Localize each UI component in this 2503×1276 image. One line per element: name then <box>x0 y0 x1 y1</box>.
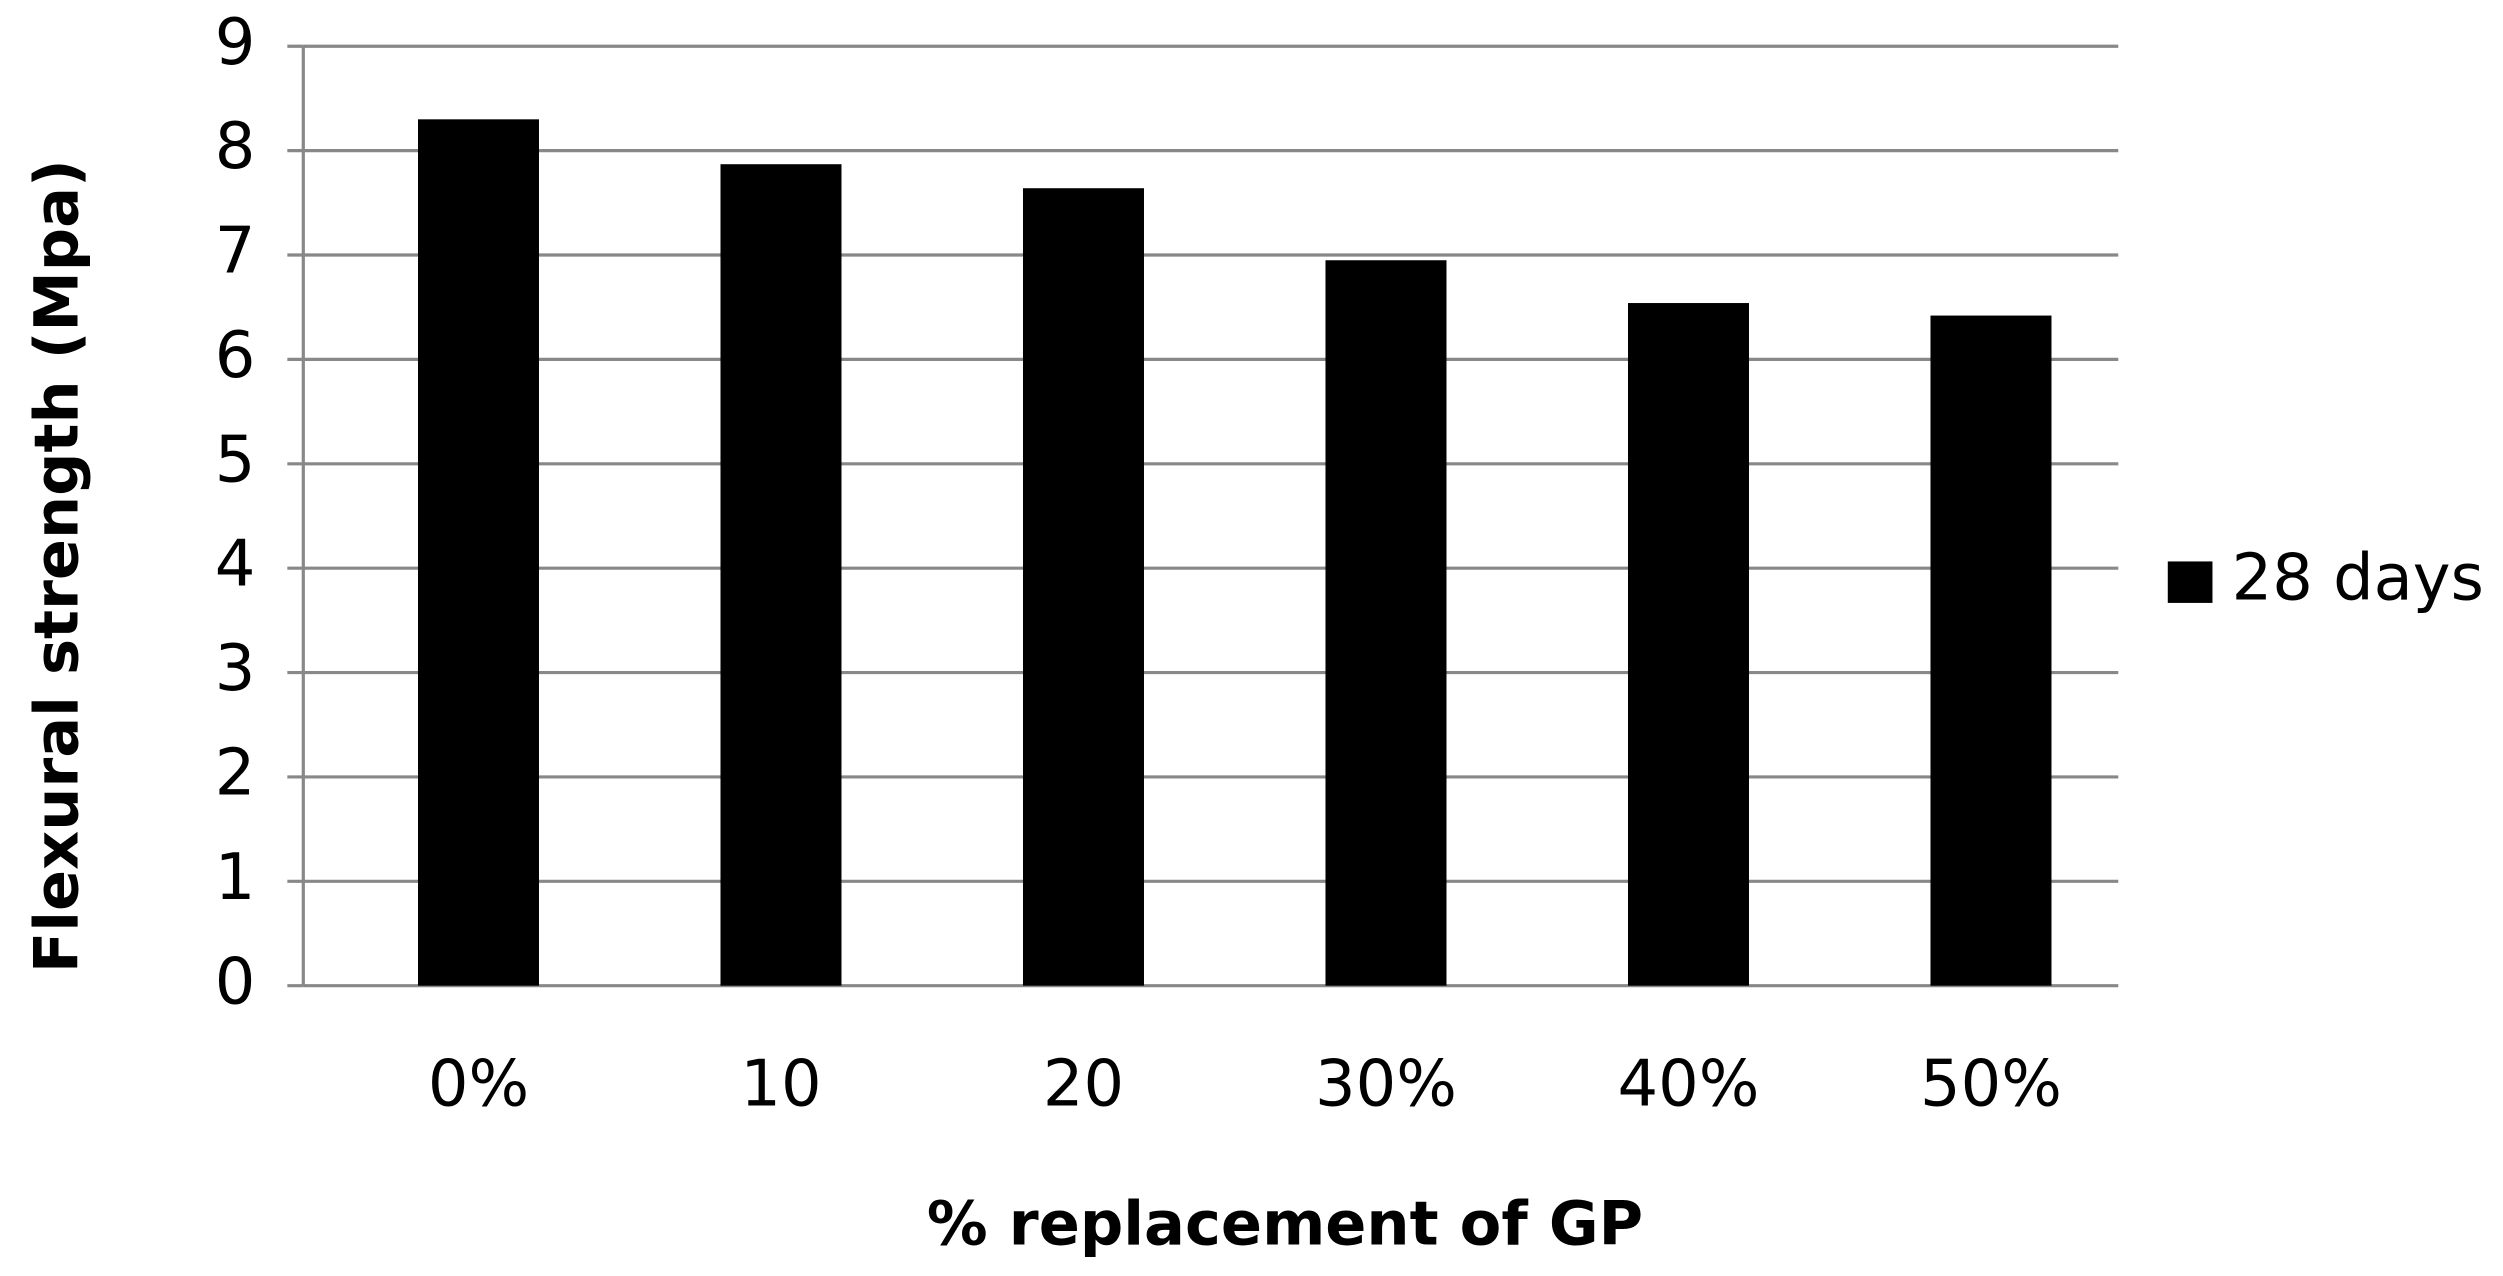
bar <box>720 164 842 986</box>
bar <box>1022 188 1144 986</box>
y-tick-label: 1 <box>215 841 256 915</box>
x-axis-title: % replacement of GP <box>927 1190 1643 1260</box>
legend-swatch <box>2167 561 2213 603</box>
y-tick-label: 8 <box>215 110 256 184</box>
x-tick-label: 40% <box>1618 1047 1760 1121</box>
y-tick-label: 5 <box>215 423 256 497</box>
legend-label: 28 days <box>2232 542 2484 616</box>
y-tick-label: 4 <box>215 528 256 602</box>
y-axis-title: Flexural strength (Mpa) <box>22 159 92 973</box>
y-tick-label: 6 <box>215 319 256 393</box>
bar <box>417 119 539 986</box>
y-tick-label: 3 <box>215 632 256 706</box>
y-tick-label: 7 <box>215 215 256 289</box>
bar <box>1930 315 2052 986</box>
x-tick-label: 20 <box>1043 1047 1124 1121</box>
y-tick-label: 9 <box>215 6 256 80</box>
x-tick-label: 30% <box>1315 1047 1457 1121</box>
x-tick-label: 50% <box>1920 1047 2062 1121</box>
x-tick-label: 0% <box>428 1047 529 1121</box>
x-tick-label: 10 <box>740 1047 821 1121</box>
y-tick-label: 2 <box>215 737 256 811</box>
bar <box>1325 260 1447 986</box>
y-tick-label: 0 <box>215 945 256 1019</box>
bar <box>1627 303 1749 986</box>
